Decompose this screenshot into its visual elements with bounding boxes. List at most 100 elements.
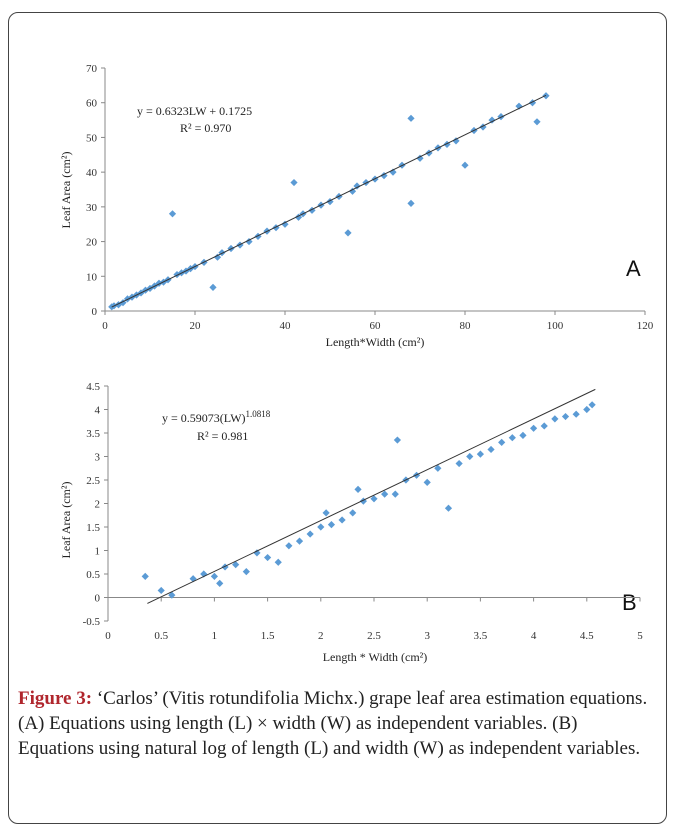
panel-b-data-point bbox=[391, 490, 399, 498]
panel-b-y-tick-label: 1.5 bbox=[86, 522, 100, 534]
panel-a-data-point bbox=[407, 199, 415, 207]
panel-a-data-point bbox=[348, 187, 357, 195]
panel-b-x-axis-label: Length * Width (cm²) bbox=[323, 650, 428, 664]
panel-a-data-point bbox=[497, 113, 505, 121]
panel-a-x-axis-label: Length*Width (cm²) bbox=[326, 335, 425, 349]
panel-b-data-point bbox=[216, 579, 224, 587]
figure-caption: Figure 3: ‘Carlos’ (Vitis rotundifolia M… bbox=[18, 686, 658, 761]
panel-b-data-point bbox=[141, 572, 149, 580]
panel-b-data-point bbox=[370, 495, 378, 503]
panel-a-y-tick-label: 20 bbox=[86, 237, 98, 249]
panel-a-y-tick-label: 60 bbox=[86, 98, 98, 110]
panel-b-data-point bbox=[221, 563, 229, 571]
panel-a-x-tick-label: 20 bbox=[190, 320, 202, 332]
panel-a-y-tick-label: 50 bbox=[86, 132, 98, 144]
panel-a-x-tick-label: 100 bbox=[547, 320, 564, 332]
panel-a-equation: y = 0.6323LW + 0.1725 bbox=[137, 104, 252, 118]
panel-a-y-tick-label: 10 bbox=[86, 271, 98, 283]
panel-a-r2: R² = 0.970 bbox=[180, 121, 231, 135]
panel-b-x-tick-label: 0.5 bbox=[154, 630, 168, 642]
panel-b-data-point bbox=[434, 464, 442, 472]
panel-b-y-tick-label: 1 bbox=[95, 546, 101, 558]
panel-a-data-point bbox=[213, 253, 222, 261]
panel-a-data-point bbox=[461, 161, 469, 169]
panel-a-data-point bbox=[168, 210, 177, 218]
panel-b-data-point bbox=[540, 422, 548, 430]
panel-a-x-tick-label: 40 bbox=[280, 320, 292, 332]
panel-b-x-tick-label: 1 bbox=[212, 630, 218, 642]
panel-b-data-point bbox=[561, 412, 570, 421]
panel-b-y-tick-label: 2.5 bbox=[86, 475, 100, 487]
panel-a-data-point bbox=[290, 178, 298, 187]
panel-b-data-point bbox=[285, 542, 293, 550]
panel-a-x-tick-label: 60 bbox=[370, 320, 382, 332]
panel-b-data-point bbox=[393, 436, 402, 444]
panel-a-data-point bbox=[407, 114, 415, 122]
panel-a-data-point bbox=[416, 154, 424, 162]
panel-b-data-point bbox=[168, 591, 176, 599]
panel-b-data-point bbox=[583, 405, 591, 414]
panel-b-data-point bbox=[381, 490, 389, 498]
panel-b-equation-exponent: 1.0818 bbox=[246, 409, 271, 419]
panel-b-x-tick-label: 5 bbox=[637, 630, 643, 642]
panel-b-x-tick-label: 3.5 bbox=[474, 630, 488, 642]
panel-b-y-tick-label: 0 bbox=[95, 593, 101, 605]
panel-b-y-tick-label: 4.5 bbox=[86, 381, 100, 393]
panel-b-y-tick-label: 3.5 bbox=[86, 428, 100, 440]
panel-a-data-point bbox=[114, 301, 123, 309]
panel-b-x-tick-label: 2 bbox=[318, 630, 324, 642]
panel-a-y-tick-label: 0 bbox=[92, 306, 98, 318]
panel-b-data-point bbox=[588, 401, 596, 409]
panel-a-x-tick-label: 120 bbox=[637, 320, 654, 332]
panel-b-y-axis-label: Leaf Area (cm²) bbox=[59, 482, 73, 559]
panel-b-data-point bbox=[349, 509, 357, 517]
panel-b-data-point bbox=[530, 424, 538, 432]
panel-b-data-point bbox=[572, 410, 580, 418]
panel-b-letter: B bbox=[622, 590, 637, 615]
panel-a-data-point bbox=[488, 116, 496, 124]
panel-a-data-point bbox=[209, 283, 217, 291]
panel-a-y-tick-label: 70 bbox=[86, 63, 98, 75]
panel-b-data-point bbox=[551, 415, 559, 423]
panel-a-x-tick-label: 80 bbox=[460, 320, 472, 332]
panel-a-trendline bbox=[111, 94, 547, 308]
panel-a-y-axis-label: Leaf Area (cm²) bbox=[59, 152, 73, 229]
panel-b-data-point bbox=[487, 445, 495, 454]
panel-a-data-point bbox=[452, 137, 460, 145]
panel-b-data-point bbox=[306, 530, 314, 538]
panel-a-data-point bbox=[533, 118, 541, 126]
panel-b-y-tick-label: 0.5 bbox=[86, 569, 100, 581]
panel-b-data-point bbox=[359, 497, 367, 505]
panel-b-data-point bbox=[466, 452, 474, 461]
panel-b-x-tick-label: 2.5 bbox=[367, 630, 381, 642]
panel-b-x-tick-label: 3 bbox=[424, 630, 430, 642]
panel-b-y-tick-label: 4 bbox=[95, 405, 101, 417]
panel-b-y-tick-label: -0.5 bbox=[83, 616, 101, 628]
panel-b-data-point bbox=[274, 558, 282, 566]
panel-b-trendline bbox=[147, 388, 596, 604]
figure-charts: y = 0.6323LW + 0.1725 R² = 0.970 A Lengt… bbox=[59, 63, 654, 664]
panel-a-x-tick-label: 0 bbox=[102, 320, 108, 332]
panel-b-data-point bbox=[210, 572, 218, 580]
panel-b-data-point bbox=[317, 523, 325, 531]
panel-b-data-point bbox=[423, 478, 431, 486]
panel-b-equation-base: y = 0.59073(LW) bbox=[162, 411, 246, 425]
panel-b-data-point bbox=[242, 568, 250, 576]
panel-a-data-point bbox=[281, 220, 289, 228]
panel-b-y-tick-label: 2 bbox=[95, 499, 101, 511]
panel-b-data-point bbox=[232, 561, 240, 569]
panel-b-x-tick-label: 4.5 bbox=[580, 630, 594, 642]
caption-text: ‘Carlos’ (Vitis rotundifolia Michx.) gra… bbox=[18, 688, 648, 759]
panel-b-data-point bbox=[338, 516, 346, 524]
panel-b-x-tick-label: 1.5 bbox=[261, 630, 275, 642]
panel-b-data-point bbox=[157, 586, 165, 595]
panel-b-data-point bbox=[295, 537, 304, 545]
panel-b-data-point bbox=[354, 485, 362, 493]
panel-a-data-point bbox=[515, 102, 523, 110]
panel-b-y-tick-label: 3 bbox=[95, 452, 101, 464]
panel-b-data-point bbox=[519, 431, 527, 439]
panel-b-x-tick-label: 0 bbox=[105, 630, 111, 642]
panel-a-y-tick-label: 40 bbox=[86, 167, 98, 179]
panel-a-data-point bbox=[218, 249, 226, 257]
